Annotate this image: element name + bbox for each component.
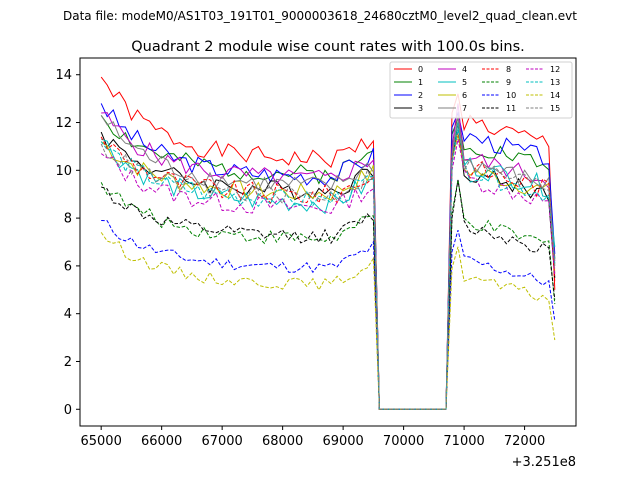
plot-frame [79,57,577,427]
series-line-4 [101,103,556,410]
legend-label-6: 6 [462,91,467,100]
legend-label-0: 0 [418,65,423,74]
x-tick-label: 67000 [201,434,242,449]
series-layer [100,76,556,410]
series-line-13 [100,129,556,410]
series-line-0 [100,76,556,410]
y-tick-label: 12 [55,116,72,131]
series-line-9 [100,179,556,410]
y-tick-label: 6 [64,259,72,274]
y-tick-label: 0 [64,403,72,418]
x-tick-label: 72000 [504,434,545,449]
legend-label-5: 5 [462,78,467,87]
series-line-12 [100,139,556,410]
y-tick-label: 14 [55,68,72,83]
legend-label-8: 8 [506,65,511,74]
series-line-2 [100,103,556,410]
y-tick-label: 2 [64,355,72,370]
series-line-5 [101,122,556,410]
x-tick-label: 70000 [383,434,424,449]
y-tick-label: 8 [64,212,72,227]
series-line-10 [101,220,556,410]
legend-label-2: 2 [418,91,423,100]
legend-label-4: 4 [462,65,467,74]
x-offset-label: +3.251e8 [512,455,576,470]
y-axis: 0 2 4 6 8 10 12 14 [55,68,80,418]
x-tick-label: 65000 [80,434,121,449]
series-line-14 [100,232,556,410]
legend-label-13: 13 [550,78,560,87]
legend-label-15: 15 [550,104,560,113]
series-line-8 [100,131,556,410]
legend-label-3: 3 [418,104,423,113]
x-tick-label: 69000 [322,434,363,449]
legend-label-7: 7 [462,104,467,113]
series-line-11 [101,179,556,410]
legend-box [389,61,573,119]
chart-title: Quadrant 2 module wise count rates with … [131,39,525,55]
legend-label-1: 1 [418,78,423,87]
series-line-7 [100,115,556,410]
x-tick-label: 68000 [262,434,303,449]
x-tick-label: 66000 [141,434,182,449]
y-tick-label: 4 [64,307,72,322]
legend-label-10: 10 [506,91,516,100]
y-tick-label: 10 [55,164,72,179]
x-tick-label: 71000 [443,434,484,449]
legend-label-11: 11 [506,104,516,113]
figure-suptitle: Data file: modeM0/AS1T03_191T01_90000036… [63,9,577,23]
x-axis: 65000 66000 67000 68000 69000 70000 71000 72000 [80,426,545,449]
legend-label-14: 14 [550,91,560,100]
legend-label-9: 9 [506,78,511,87]
series-line-15 [100,117,556,410]
legend-label-12: 12 [550,65,560,74]
